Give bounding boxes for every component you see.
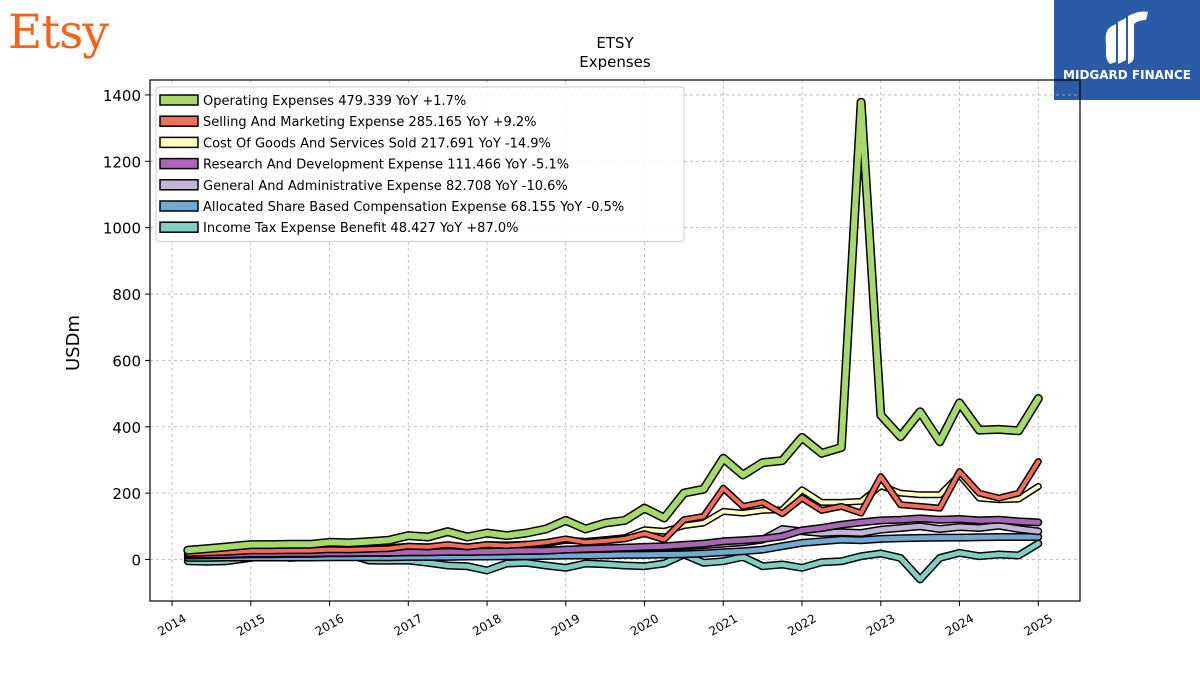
legend-item: Allocated Share Based Compensation Expen… xyxy=(159,200,624,215)
legend-item: Research And Development Expense 111.466… xyxy=(159,157,569,173)
x-tick-label: 2019 xyxy=(549,611,582,638)
series-line xyxy=(185,459,1041,556)
plot-frame xyxy=(149,79,1081,602)
x-tick-label: 2015 xyxy=(234,611,267,638)
x-tick-label: 2017 xyxy=(392,611,425,638)
x-tick-label: 2014 xyxy=(155,611,188,638)
x-tick-label: 2021 xyxy=(707,611,740,638)
legend-swatch xyxy=(159,157,199,170)
y-tick-label: 200 xyxy=(112,485,141,503)
legend-label: Research And Development Expense 111.466… xyxy=(203,158,569,173)
legend-swatch xyxy=(159,94,199,106)
y-axis: 0 200 400 600 800 1000 1200 1400 xyxy=(103,87,150,570)
legend-label: Operating Expenses 479.339 YoY +1.7% xyxy=(203,94,466,109)
x-axis: 2014 2015 2016 2017 2018 2019 2020 2021 2022 2023… xyxy=(155,601,1055,639)
x-tick-label: 2016 xyxy=(313,611,346,638)
legend-label: Selling And Marketing Expense 285.165 Yo… xyxy=(203,115,537,130)
legend-swatch xyxy=(159,136,199,149)
x-tick-label: 2025 xyxy=(1022,611,1055,638)
series-selling-and-marketing-expense xyxy=(184,458,1042,557)
chart-title: ETSY xyxy=(596,34,634,52)
y-tick-label: 1200 xyxy=(103,153,141,171)
legend-label: General And Administrative Expense 82.70… xyxy=(203,179,568,194)
x-tick-label: 2024 xyxy=(943,611,976,638)
y-axis-label: USDm xyxy=(63,315,84,371)
legend-swatch xyxy=(159,200,199,212)
x-tick-label: 2023 xyxy=(864,611,897,638)
legend-item: Selling And Marketing Expense 285.165 Yo… xyxy=(159,115,537,130)
y-tick-label: 400 xyxy=(112,419,141,437)
chart-subtitle: Expenses xyxy=(579,53,651,71)
legend-swatch xyxy=(159,179,199,191)
legend: Operating Expenses 479.339 YoY +1.7% Sell… xyxy=(155,86,685,242)
legend-item: Income Tax Expense Benefit 48.427 YoY +8… xyxy=(159,221,518,236)
x-tick-label: 2022 xyxy=(785,611,818,638)
y-tick-label: 600 xyxy=(112,352,141,370)
y-tick-label: 0 xyxy=(131,552,141,570)
x-tick-label: 2018 xyxy=(470,611,503,638)
midgard-finance-logo: MIDGARD FINANCE xyxy=(1054,0,1200,100)
legend-label: Allocated Share Based Compensation Expen… xyxy=(203,200,624,215)
legend-label: Cost Of Goods And Services Sold 217.691 … xyxy=(203,136,551,151)
legend-item: General And Administrative Expense 82.70… xyxy=(159,179,568,194)
etsy-logo: Etsy xyxy=(8,5,109,60)
series-operating-expenses xyxy=(183,97,1043,555)
series-line xyxy=(184,99,1042,554)
legend-box xyxy=(155,86,685,242)
x-tick-label: 2020 xyxy=(628,611,661,638)
legend-swatch xyxy=(159,221,199,233)
legend-label: Income Tax Expense Benefit 48.427 YoY +8… xyxy=(203,221,518,236)
series-layer xyxy=(183,97,1043,584)
midgard-emblem-icon xyxy=(1105,11,1148,64)
brand-name: MIDGARD FINANCE xyxy=(1063,68,1191,82)
y-tick-label: 1400 xyxy=(103,87,141,105)
legend-swatch xyxy=(159,115,199,127)
legend-item: Cost Of Goods And Services Sold 217.691 … xyxy=(159,136,551,151)
y-tick-label: 1000 xyxy=(103,220,141,238)
y-tick-label: 800 xyxy=(112,286,141,304)
legend-item: Operating Expenses 479.339 YoY +1.7% xyxy=(159,94,466,109)
